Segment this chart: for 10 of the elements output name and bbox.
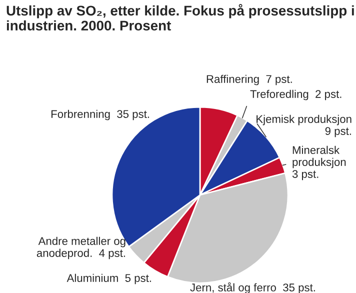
data-label: 3 pst.: [292, 170, 318, 180]
data-label: 9 pst.: [325, 127, 351, 138]
chart-title: Utslipp av SO₂, etter kilde. Fokus på prosessutslipp i industrien. 2000. Prosent: [6, 4, 354, 31]
slice-label: Treforedling 2 pst.: [250, 90, 342, 100]
slice-label: Raffinering 7 pst.: [206, 74, 292, 86]
slice-label: Kjemisk produksjon: [256, 114, 352, 126]
slice-label: Mineralsk produksjon: [292, 146, 346, 168]
slice-label: Forbrenning 35 pst.: [51, 110, 149, 120]
slice-label: Andre metaller og anodeprod. 4 pst.: [36, 236, 126, 260]
slice-label: Aluminium 5 pst.: [66, 274, 151, 284]
